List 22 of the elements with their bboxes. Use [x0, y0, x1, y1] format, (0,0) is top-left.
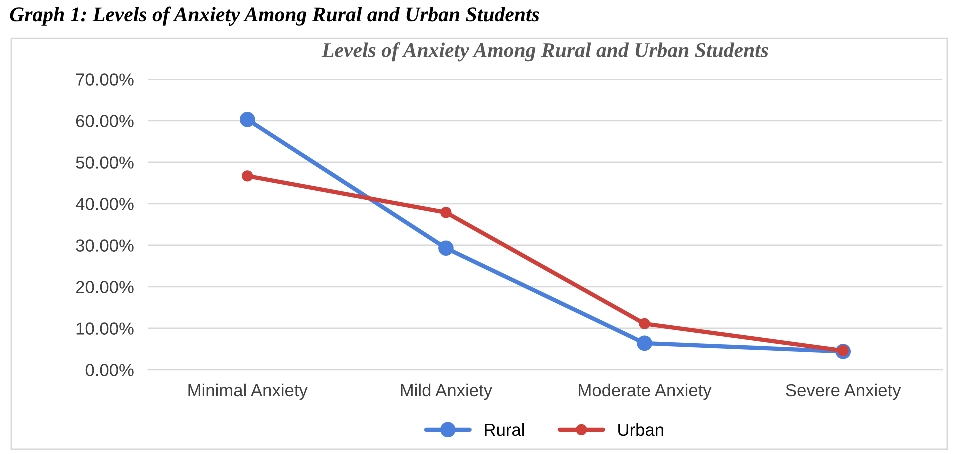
chart-title: Levels of Anxiety Among Rural and Urban Students [322, 42, 768, 62]
y-tick-label: 50.00% [76, 156, 134, 169]
x-tick-label: Minimal Anxiety [188, 384, 308, 400]
x-tick-label: Moderate Anxiety [579, 384, 712, 400]
y-tick-label: 60.00% [76, 115, 134, 128]
x-tick-label: Mild Anxiety [401, 384, 492, 400]
point [440, 207, 452, 218]
x-tick-label: Severe Anxiety [786, 384, 902, 400]
point [240, 112, 256, 128]
point [438, 240, 454, 256]
caption: Graph 1: Levels of Anxiety Among Rural and Urban Students [10, 6, 540, 26]
y-tick-label: 10.00% [76, 322, 134, 335]
y-tick-label: 0.00% [86, 364, 134, 376]
point [637, 336, 652, 352]
y-tick-label: 20.00% [76, 281, 134, 294]
legend-label: Rural [485, 423, 524, 436]
point [242, 170, 254, 182]
y-tick-label: 40.00% [76, 198, 134, 210]
legend-label: Urban [618, 423, 664, 436]
y-tick-label: 70.00% [76, 74, 134, 86]
point [639, 318, 650, 330]
y-tick-label: 30.00% [76, 240, 134, 252]
